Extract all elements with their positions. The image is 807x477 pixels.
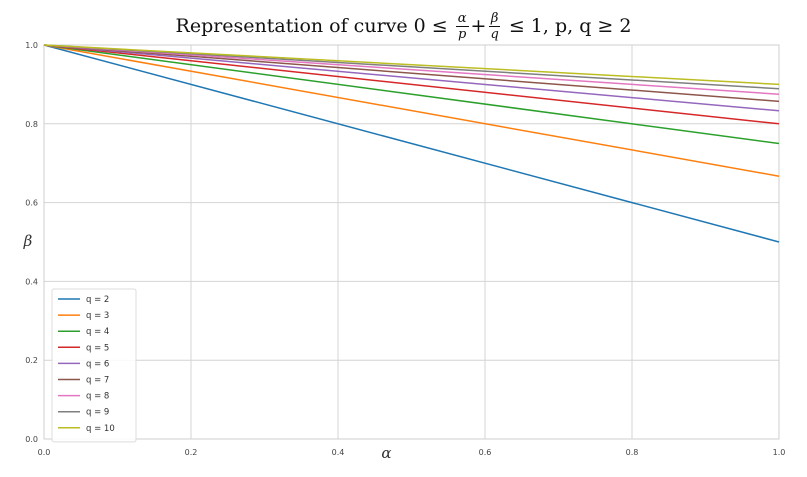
title-expr-start: 0 ≤ [413,15,454,37]
series-line-q7 [43,44,780,103]
y-tick-label: 0.8 [25,120,38,129]
x-tick-label: 0.6 [479,448,492,457]
legend-entry-label: q = 9 [86,408,109,418]
y-tick-label: 0.2 [25,356,38,365]
x-tick-label: 1.0 [773,448,786,457]
y-tick-label: 1.0 [25,41,38,50]
title-expr-end: ≤ 1, p, q ≥ 2 [502,15,632,37]
x-tick-label: 0.4 [332,448,345,457]
legend-entry-label: q = 2 [86,295,109,305]
x-tick-label: 0.8 [626,448,639,457]
title-frac2-num: β [488,10,501,27]
legend-entry-label: q = 4 [86,327,109,337]
plot-area [43,44,780,440]
y-tick-label: 0.4 [25,277,38,286]
title-fraction-beta-q: β q [488,10,501,42]
x-tick-label: 0.0 [38,448,51,457]
series-line-q8 [43,44,780,95]
title-frac1-num: α [455,10,469,27]
series-line-q4 [43,44,780,145]
series-line-q6 [43,44,780,112]
y-tick-label: 0.0 [25,435,38,444]
y-axis-ticks: 0.0 0.2 0.4 0.6 0.8 1.0 [25,41,38,444]
legend-entry-label: q = 10 [86,424,115,434]
title-frac1-den: p [457,26,467,42]
series-line-q10 [43,44,780,86]
grid-lines [43,44,780,440]
y-axis-label: β [23,232,33,250]
series-line-q3 [43,44,780,177]
x-axis-ticks: 0.0 0.2 0.4 0.6 0.8 1.0 [38,448,786,457]
y-tick-label: 0.6 [25,199,38,208]
chart-title: Representation of curve 0 ≤ α p + β q ≤ … [0,4,807,48]
title-prefix: Representation of curve [175,15,414,37]
legend-entry-label: q = 7 [86,376,109,386]
series-lines [43,44,780,243]
legend-entry-label: q = 3 [86,311,109,321]
title-plus: + [470,15,487,37]
legend-box [51,288,137,443]
x-axis-label: α [381,444,391,462]
legend-entry-label: q = 5 [86,343,109,353]
title-fraction-alpha-p: α p [455,10,469,42]
legend: q = 2 q = 3 q = 4 q = 5 q = 6 q = 7 q = 8 q = 9… [51,288,137,443]
title-frac2-den: q [490,26,499,42]
legend-entry-label: q = 8 [86,392,109,402]
series-line-q5 [43,44,780,125]
legend-entry-label: q = 6 [86,359,109,369]
x-tick-label: 0.2 [185,448,198,457]
series-line-q2 [43,44,780,243]
